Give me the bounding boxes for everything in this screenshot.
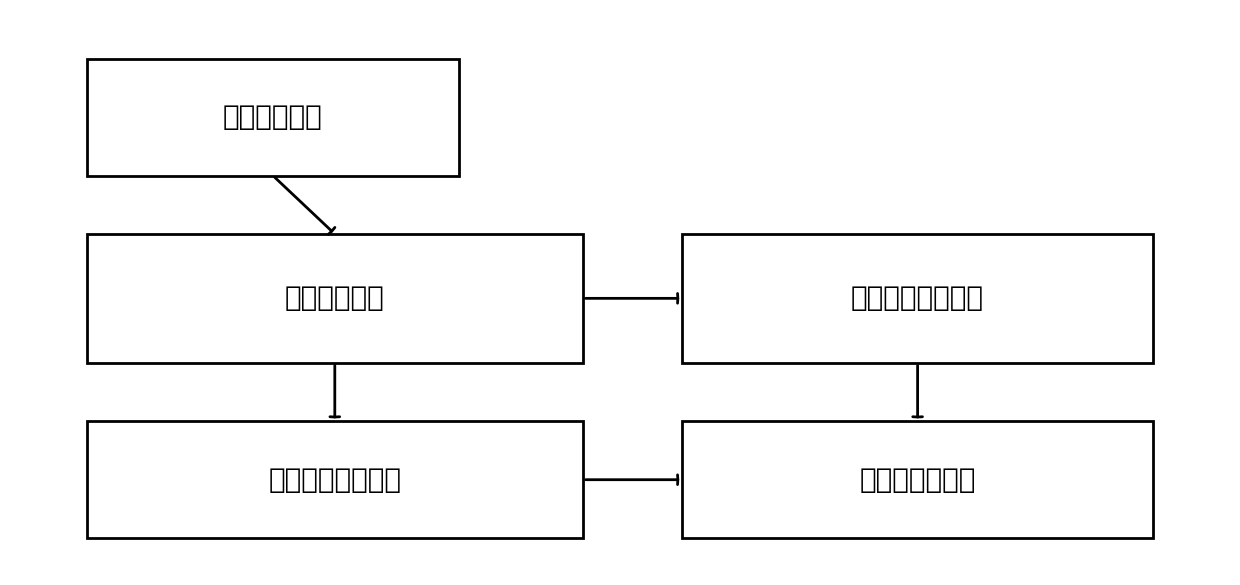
Text: 模态分析模块: 模态分析模块 <box>223 103 322 131</box>
Bar <box>87 234 583 363</box>
Text: 转换矩阵计算模块: 转换矩阵计算模块 <box>268 466 402 494</box>
Text: 测点优选模块: 测点优选模块 <box>285 284 384 312</box>
Bar <box>87 421 583 538</box>
Text: 位移场重构模块: 位移场重构模块 <box>859 466 976 494</box>
Bar <box>87 58 459 176</box>
Text: 叶端定时测振模块: 叶端定时测振模块 <box>851 284 985 312</box>
Bar <box>682 421 1153 538</box>
Bar <box>682 234 1153 363</box>
